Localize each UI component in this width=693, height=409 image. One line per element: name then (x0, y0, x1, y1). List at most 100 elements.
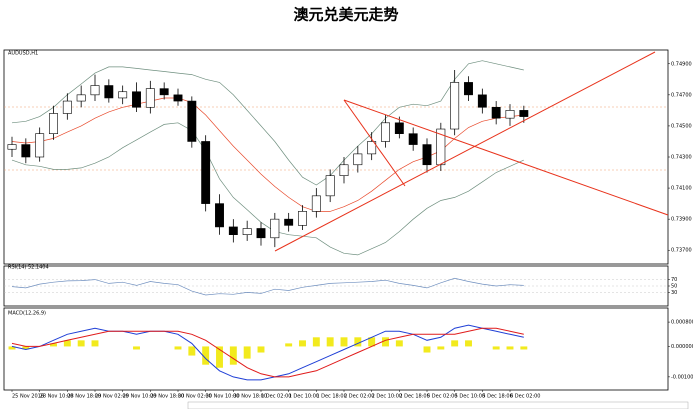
x-tick-label: 2 Dec 10:00 (372, 394, 402, 400)
histogram-bar (257, 346, 265, 353)
histogram-bar (202, 346, 210, 365)
x-tick-label: 30 Nov 18:00 (233, 394, 267, 400)
candle-body (132, 91, 141, 108)
histogram-bar (91, 340, 99, 347)
histogram-bar (174, 346, 182, 350)
histogram-bar (22, 346, 30, 350)
y-tick-label: 0.73900 (671, 217, 692, 223)
x-tick-label: 30 Nov 02:00 (178, 394, 212, 400)
histogram-bar (312, 337, 320, 347)
x-tick-label: 5 Dec 10:00 (455, 394, 485, 400)
candle-body (35, 133, 45, 158)
candle-body (256, 228, 266, 239)
histogram-bar (423, 346, 431, 353)
trend-line (343, 99, 669, 216)
candle-body (21, 144, 31, 158)
candle-body (104, 85, 114, 99)
candle-body (450, 82, 460, 130)
x-tick-label: 2 Dec 02:00 (344, 394, 374, 400)
histogram-bar (63, 340, 71, 347)
candle-body (477, 94, 487, 108)
candle-body (187, 100, 197, 142)
histogram-bar (133, 346, 140, 350)
histogram-bar (382, 337, 389, 347)
candle-body (505, 110, 515, 119)
histogram-bar (77, 340, 85, 347)
candle-body (381, 122, 390, 142)
y-tick-label: 30 (671, 290, 677, 296)
histogram-bar (368, 337, 376, 347)
trend-line (343, 99, 406, 187)
histogram-bar (465, 340, 472, 347)
x-tick-label: 28 Nov 10:00 (40, 394, 74, 400)
histogram-bar (354, 337, 362, 347)
histogram-bar (326, 337, 334, 347)
x-tick-label: 29 Nov 18:00 (150, 394, 184, 400)
candle-body (394, 122, 404, 134)
x-tick-label: 25 Nov 2016 (12, 394, 44, 400)
x-tick-label: 1 Dec 10:00 (289, 394, 319, 400)
x-tick-label: 5 Dec 18:00 (482, 394, 512, 400)
histogram-bar (520, 346, 528, 350)
y-tick-label: 0.000000 (671, 344, 693, 350)
candle-body (242, 228, 252, 235)
histogram-bar (285, 343, 293, 347)
x-tick-label: 29 Nov 02:00 (95, 394, 129, 400)
histogram-bar (506, 346, 514, 350)
histogram-bar (216, 346, 223, 368)
candle-body (201, 141, 211, 204)
y-tick-label: 70 (671, 277, 677, 283)
candle-body (228, 226, 238, 235)
line (11, 277, 524, 296)
line (11, 97, 524, 212)
candle-body (436, 128, 446, 166)
candle-body (298, 211, 307, 226)
y-tick-label: 0.73700 (671, 248, 692, 254)
candle-body (519, 110, 529, 117)
candle-body (491, 106, 501, 119)
y-tick-label: 0.74300 (671, 155, 692, 161)
x-tick-label: 5 Dec 02:00 (427, 394, 457, 400)
candle-body (408, 133, 418, 145)
macd-pane (3, 307, 669, 391)
histogram-bar (8, 346, 16, 350)
candle-body (118, 91, 128, 99)
y-tick-label: 0.74500 (671, 123, 692, 129)
y-tick-label: 0.74700 (671, 92, 692, 98)
pane-label: RSI(14) 52.1404 (8, 265, 49, 271)
pane-label: MACD(12,26,9) (8, 311, 46, 317)
candle-body (422, 144, 432, 166)
candle-body (173, 94, 183, 102)
y-tick-label: -0.001000 (671, 374, 693, 380)
candle-body (90, 85, 100, 96)
pane-label: AUDUSD,H1 (8, 51, 38, 57)
line (11, 327, 524, 378)
candle-body (464, 82, 473, 96)
histogram-bar (395, 340, 403, 347)
candle-body (284, 218, 294, 226)
candle-body (7, 144, 17, 150)
candle-body (339, 164, 349, 176)
x-tick-label: 30 Nov 10:00 (206, 394, 240, 400)
histogram-bar (492, 346, 500, 350)
y-tick-label: 0.000800 (671, 320, 693, 326)
candle-body (311, 195, 321, 212)
candle-body (367, 141, 377, 155)
candle-body (215, 203, 224, 228)
histogram-bar (437, 346, 445, 350)
x-tick-label: 1 Dec 18:00 (316, 394, 346, 400)
candle-body (49, 113, 58, 134)
histogram-bar (340, 337, 348, 347)
page-title: 澳元兑美元走势 (293, 6, 398, 24)
line (11, 324, 524, 381)
histogram-bar (299, 340, 306, 347)
candle-body (325, 175, 335, 197)
x-tick-label: 28 Nov 18:00 (67, 394, 101, 400)
line (11, 60, 524, 186)
main-pane (3, 49, 669, 265)
x-tick-label: 1 Dec 02:00 (261, 394, 291, 400)
candle-body (353, 153, 363, 166)
x-tick-label: 2 Dec 18:00 (399, 394, 429, 400)
scrollbar[interactable] (187, 401, 689, 409)
